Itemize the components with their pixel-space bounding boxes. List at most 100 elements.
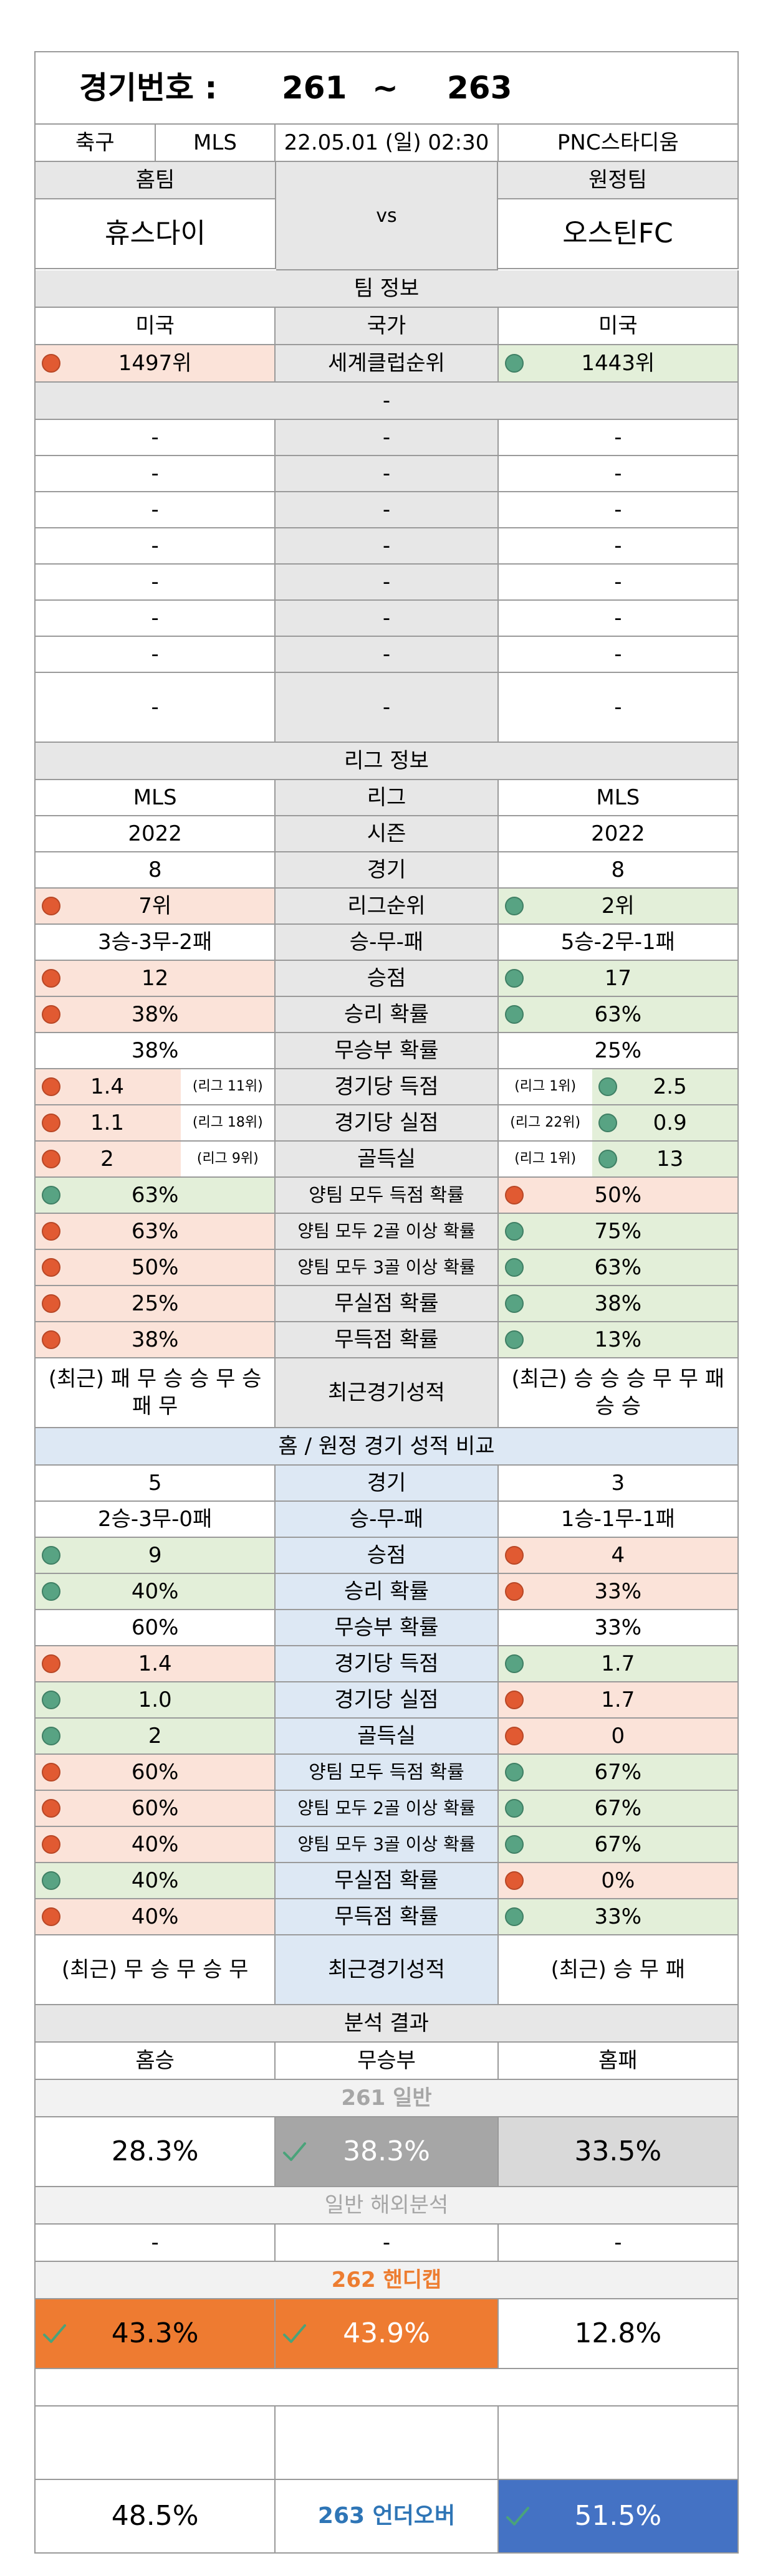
blank-row: --- (34, 456, 739, 492)
away-stat-value: 63% (594, 1001, 642, 1027)
home-stat-value: 63% (131, 1218, 179, 1244)
home-stat-value: 1.4 (138, 1651, 172, 1676)
away-stat: 75% (498, 1214, 739, 1250)
green-dot-icon (42, 1582, 60, 1601)
overseas-title: 일반 해외분석 (36, 2187, 739, 2225)
home-label: 홈팀 (36, 162, 276, 199)
red-dot-icon (504, 1186, 524, 1205)
away-stat-value: 2위 (601, 893, 635, 918)
away-stat: (리그 1위) 2.5 (498, 1069, 739, 1105)
stat-label: 승-무-패 (276, 925, 499, 961)
away-stat-value: 1승-1무-1패 (560, 1506, 675, 1532)
stat-label: 경기당 득점 (276, 1646, 499, 1682)
red-dot-icon (42, 897, 60, 915)
home-stat-value: 60% (131, 1615, 179, 1640)
overseas-header: 일반 해외분석 (34, 2187, 739, 2225)
league-info-header: 리그 정보 (34, 743, 739, 780)
blank-label: - (276, 492, 499, 528)
team-info-title: 팀 정보 (36, 270, 739, 308)
match-number-label: 경기번호 : (79, 69, 218, 106)
away-stat: 33% (498, 1574, 739, 1610)
stat-row: 40% 무실점 확률 0% (34, 1863, 739, 1899)
blank-away: - (498, 565, 739, 601)
stat-label: 승점 (276, 961, 499, 997)
league: MLS (155, 125, 276, 162)
red-dot-icon (504, 1871, 524, 1890)
away-stat: 5승-2무-1패 (498, 925, 739, 961)
stat-label: 시즌 (276, 816, 499, 852)
blank-row: --- (34, 420, 739, 456)
g261-title: 261 일반 (36, 2080, 739, 2117)
away-stat: 50% (498, 1178, 739, 1214)
g263-over[interactable]: 51.5% (498, 2480, 739, 2554)
home-stat: 1.4 (리그 11위) (36, 1069, 276, 1105)
away-stat-value: 13% (594, 1327, 642, 1352)
away-stat-value: 0% (601, 1868, 635, 1893)
home-stat: 1.1 (리그 18위) (36, 1105, 276, 1142)
stat-row: 7위 리그순위 2위 (34, 889, 739, 925)
recent-form-label: 최근경기성적 (276, 1358, 499, 1428)
blank-row: --- (34, 673, 739, 743)
green-dot-icon (598, 1114, 617, 1132)
away-stat-value: 67% (594, 1831, 642, 1857)
blank-home: - (36, 601, 276, 637)
home-world-rank-value: 1497위 (118, 350, 192, 376)
stat-label: 승리 확률 (276, 997, 499, 1033)
green-dot-icon (504, 1222, 524, 1241)
red-dot-icon (42, 969, 60, 988)
home-stat-value: 9 (148, 1542, 162, 1568)
home-stat: 1.0 (36, 1682, 276, 1719)
home-team-name: 휴스다이 (36, 199, 276, 269)
rank-note-box: (리그 1위) (498, 1069, 592, 1104)
home-stat-value: 63% (131, 1182, 179, 1208)
g261-draw[interactable]: 38.3% (276, 2117, 499, 2187)
stat-row: 1.1 (리그 18위) 경기당 실점 (리그 22위) 0.9 (34, 1105, 739, 1142)
analysis-columns: 홈승 무승부 홈패 (34, 2043, 739, 2080)
comparison-rows: 5 경기 3 2승-3무-0패 승-무-패 1승-1무-1패 9 승점 4 40% 승리 확률 33%… (34, 1466, 739, 1935)
green-dot-icon (504, 1763, 524, 1782)
world-rank-label: 세계클럽순위 (276, 345, 499, 383)
green-dot-icon (504, 1654, 524, 1673)
stat-row: 2022 시즌 2022 (34, 816, 739, 852)
home-stat-value: 1.0 (138, 1687, 172, 1712)
team-info-header: 팀 정보 (34, 270, 739, 308)
comparison-title: 홈 / 원정 경기 성적 비교 (36, 1428, 739, 1466)
overseas-home: - (36, 2225, 276, 2262)
away-stat-value: 5승-2무-1패 (560, 929, 675, 955)
stat-label: 리그 (276, 780, 499, 816)
stat-row: 1.4 경기당 득점 1.7 (34, 1646, 739, 1682)
away-stat: 3 (498, 1466, 739, 1502)
blank-home: - (36, 528, 276, 565)
home-stat-value: 38% (131, 1001, 179, 1027)
away-stat-value: MLS (596, 785, 640, 810)
away-stat: 1승-1무-1패 (498, 1502, 739, 1538)
green-dot-icon (42, 1727, 60, 1745)
home-stat: 60% (36, 1755, 276, 1791)
home-stat: 25% (36, 1286, 276, 1322)
away-stat-value: 67% (594, 1759, 642, 1785)
away-label: 원정팀 (498, 162, 739, 199)
red-dot-icon (42, 1654, 60, 1673)
stat-label: 경기 (276, 1466, 499, 1502)
home-stat: 40% (36, 1863, 276, 1899)
red-dot-icon (42, 1077, 60, 1096)
blank-label: - (276, 420, 499, 456)
checkmark-icon (283, 2142, 307, 2161)
checkmark-icon (283, 2324, 307, 2343)
stat-row: 1.0 경기당 실점 1.7 (34, 1682, 739, 1719)
stat-row: 5 경기 3 (34, 1466, 739, 1502)
g262-home[interactable]: 43.3% (36, 2299, 276, 2369)
g261-header: 261 일반 (34, 2080, 739, 2117)
away-stat: 1.7 (498, 1646, 739, 1682)
g261-draw-value: 38.3% (343, 2135, 430, 2168)
g262-draw[interactable]: 43.9% (276, 2299, 499, 2369)
home-stat: 40% (36, 1574, 276, 1610)
red-dot-icon (42, 1799, 60, 1818)
away-stat: 67% (498, 1827, 739, 1863)
home-stat-value: 2 (148, 1723, 162, 1748)
blank-home: - (36, 420, 276, 456)
rank-note-box: (리그 18위) (181, 1105, 275, 1140)
home-stat-value: 60% (131, 1759, 179, 1785)
league-info-title: 리그 정보 (36, 743, 739, 780)
away-stat: MLS (498, 780, 739, 816)
